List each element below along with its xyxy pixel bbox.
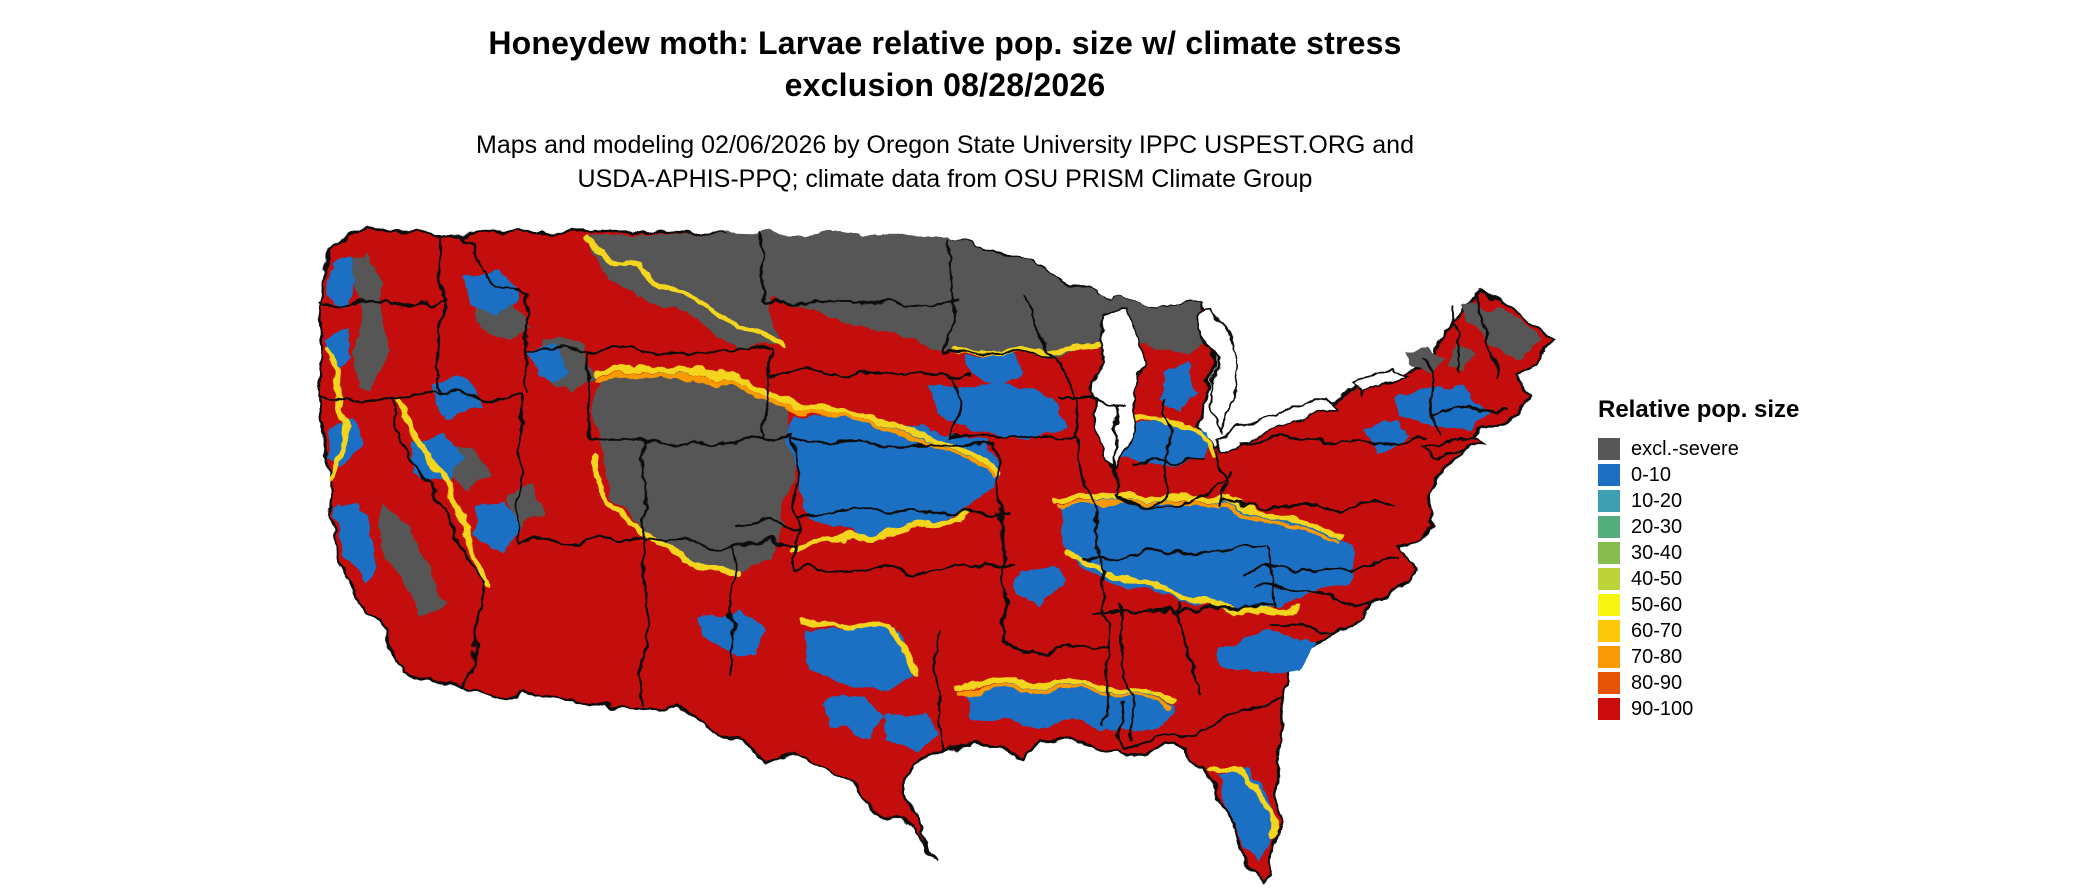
legend-label: 80-90	[1631, 672, 1683, 694]
lake-huron	[1198, 313, 1239, 432]
legend-swatch	[1598, 438, 1620, 460]
legend: Relative pop. size excl.-severe 0-10 10-…	[1598, 396, 1898, 724]
legend-item: 90-100	[1598, 698, 1898, 720]
legend-swatch	[1598, 646, 1620, 668]
legend-swatch	[1598, 620, 1620, 642]
legend-label: 50-60	[1631, 594, 1683, 616]
legend-item: 20-30	[1598, 516, 1898, 538]
map-title-line1: Honeydew moth: Larvae relative pop. size…	[488, 25, 1402, 61]
state-boundaries	[319, 233, 1507, 753]
legend-label: 0-10	[1631, 464, 1672, 486]
legend-item: 40-50	[1598, 568, 1898, 590]
legend-item: 80-90	[1598, 672, 1898, 694]
legend-label: 40-50	[1631, 568, 1683, 590]
map-subtitle-line2: USDA-APHIS-PPQ; climate data from OSU PR…	[577, 165, 1313, 193]
lake-ontario	[1348, 365, 1409, 398]
map-title-line2: exclusion 08/28/2026	[784, 67, 1106, 103]
legend-swatch	[1598, 490, 1620, 512]
legend-swatch	[1598, 464, 1620, 486]
legend-item: 70-80	[1598, 646, 1898, 668]
legend-label: 90-100	[1631, 698, 1694, 720]
legend-swatch	[1598, 672, 1620, 694]
legend-label: excl.-severe	[1631, 438, 1739, 460]
legend-swatch	[1598, 698, 1620, 720]
lake-michigan	[1092, 310, 1141, 467]
legend-label: 60-70	[1631, 620, 1683, 642]
legend-item: 50-60	[1598, 594, 1898, 616]
legend-label: 30-40	[1631, 542, 1683, 564]
legend-label: 10-20	[1631, 490, 1683, 512]
lake-erie	[1214, 392, 1338, 453]
us-map	[316, 222, 1557, 890]
legend-item: 30-40	[1598, 542, 1898, 564]
map-subtitle-line1: Maps and modeling 02/06/2026 by Oregon S…	[476, 131, 1414, 159]
transition-regions-orange	[595, 373, 1338, 710]
legend-title: Relative pop. size	[1598, 396, 1800, 423]
legend-swatch	[1598, 542, 1620, 564]
legend-label: 20-30	[1631, 516, 1683, 538]
map-subtitle: Maps and modeling 02/06/2026 by Oregon S…	[0, 128, 1890, 196]
great-lakes	[1025, 238, 1409, 467]
lake-superior	[1025, 238, 1214, 300]
legend-item: 60-70	[1598, 620, 1898, 642]
legend-item: excl.-severe	[1598, 438, 1898, 460]
legend-label: 70-80	[1631, 646, 1683, 668]
long-island	[1420, 439, 1490, 459]
legend-swatch	[1598, 568, 1620, 590]
legend-swatch	[1598, 516, 1620, 538]
legend-item: 0-10	[1598, 464, 1898, 486]
legend-item: 10-20	[1598, 490, 1898, 512]
figure-header: Honeydew moth: Larvae relative pop. size…	[0, 22, 1890, 196]
legend-swatch	[1598, 594, 1620, 616]
us-map-svg	[318, 231, 1556, 885]
